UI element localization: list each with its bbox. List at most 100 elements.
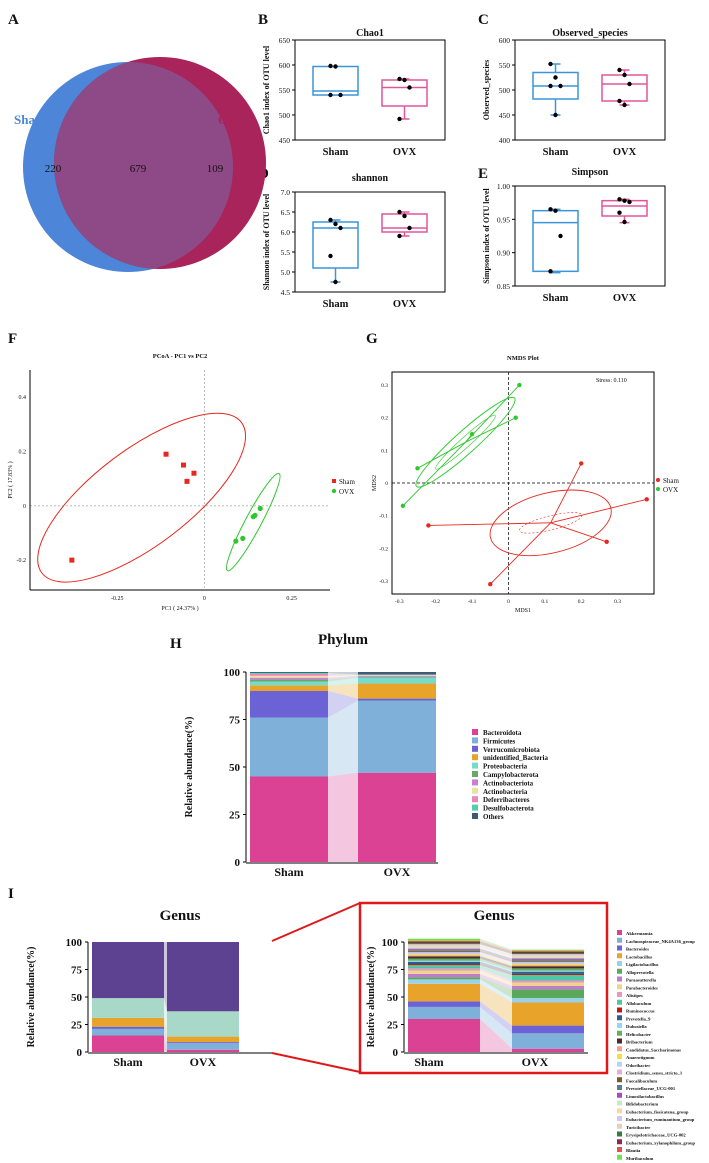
bar-sham (408, 943, 480, 945)
panel-label-h: H (170, 636, 182, 652)
data-point (333, 279, 338, 285)
legend-swatch-actinobacteriota (472, 779, 478, 786)
zoom-box (358, 901, 609, 1075)
y-tick-label: 50 (71, 992, 83, 1004)
segment-limosilactobacillus (408, 948, 584, 960)
x-tick-label: 0 (507, 599, 510, 605)
segment-others (92, 942, 239, 1012)
legend-label-allobaculum: Allobaculum (626, 1001, 651, 1006)
data-point (622, 198, 627, 203)
flow-band (328, 675, 358, 678)
spider-line (550, 498, 647, 524)
bar-ovx (512, 958, 584, 960)
legend-label-proteobacteria: Proteobacteria (483, 763, 528, 771)
bar-ovx (512, 966, 584, 969)
y-tick-label: 0 (77, 1047, 83, 1059)
segment-ligilactobacillus (408, 979, 584, 1003)
bar-ovx (167, 1011, 239, 1037)
x-tick-label: OVX (522, 1055, 549, 1069)
segment-akkermansia (408, 1019, 584, 1052)
segment-candidatus-saccharimonas (408, 955, 584, 967)
flow-band (480, 940, 512, 952)
y-tick-label: 6.5 (281, 208, 291, 217)
box-sham (532, 61, 579, 118)
bar-sham (408, 938, 480, 941)
data-point (558, 83, 563, 89)
flow-band (480, 958, 512, 971)
chart-title-left: Genus (160, 908, 201, 924)
plot-frame (294, 191, 446, 293)
segment-verrucomicrobiota (250, 691, 436, 718)
legend-swatch-akkermansia (617, 930, 622, 935)
segment-lactobacillus (408, 983, 584, 1026)
flow-band (480, 965, 512, 981)
x-axis-label: PC1 ( 24.37% ) (161, 605, 198, 612)
segment-muribaculum (408, 938, 584, 951)
bar-sham (408, 979, 480, 984)
bar-ovx (512, 964, 584, 966)
bar-sham (408, 958, 480, 961)
legend-swatch-prevotella-9 (617, 1015, 622, 1021)
y-tick-label: 550 (499, 61, 511, 70)
data-point (617, 197, 622, 202)
series-sham (37, 412, 247, 583)
bar-ovx (512, 1002, 584, 1026)
x-tick-label: OVX (393, 299, 417, 310)
y-tick-label: 25 (71, 1020, 83, 1032)
box-sham (312, 63, 359, 98)
x-tick-label: OVX (393, 147, 417, 158)
y-tick-label: 0.85 (497, 282, 510, 291)
y-tick-label: -0.1 (379, 514, 388, 520)
legend-swatch-erysipelotrichaceae-ucg-002 (617, 1131, 622, 1137)
data-point (627, 81, 632, 87)
box-iqr (381, 79, 428, 107)
y-axis-label: Chao1 index of OTU level (262, 45, 271, 134)
flow-band (328, 676, 358, 682)
bar-sham (408, 965, 480, 969)
bar-ovx (512, 956, 584, 958)
data-point (558, 233, 563, 239)
segment-odoribacter (408, 953, 584, 964)
data-point (191, 470, 197, 476)
data-point (338, 92, 343, 98)
venn-value-shared: 679 (130, 163, 147, 175)
y-tick-label: 100 (224, 667, 241, 679)
y-tick-label: 0 (23, 504, 26, 510)
data-point (240, 535, 246, 541)
bar-ovx (512, 989, 584, 999)
legend-swatch-bribacterium (617, 1038, 622, 1044)
flow-band (480, 943, 512, 955)
data-point (622, 219, 627, 225)
data-point (415, 466, 420, 471)
y-tick-label: 400 (499, 136, 511, 145)
bar-sham (250, 672, 328, 673)
y-tick-label: 5.5 (281, 248, 291, 257)
bar-ovx (167, 1042, 239, 1044)
bar-ovx (512, 970, 584, 972)
box-ovx (381, 209, 428, 239)
panel-label-g: G (366, 331, 378, 347)
x-tick-label: 0.3 (614, 599, 621, 605)
legend-swatch-parabacteroides (617, 984, 622, 990)
flow-band (328, 683, 358, 699)
flow-band (480, 960, 512, 972)
spider-line (402, 441, 466, 507)
legend-label-paraasutterella: Paraasutterella (626, 978, 657, 983)
flow-band (480, 945, 512, 957)
data-point (402, 77, 407, 83)
x-tick-label: 0.1 (541, 599, 548, 605)
y-tick-label: 650 (279, 36, 291, 45)
segment-deferribacteres (250, 673, 436, 676)
bar-sham (250, 679, 328, 682)
y-tick-label: 5.0 (281, 268, 291, 277)
legend-label-eubacterium-ruminantium-group: Eubacterium_ruminantium_group (626, 1117, 695, 1122)
flow-band (480, 983, 512, 1026)
y-axis-label: Simpson index of OTU level (482, 187, 491, 283)
y-tick-label: 600 (499, 36, 511, 45)
y-tick-label: 0 (393, 1047, 399, 1059)
bar-ovx (358, 672, 436, 675)
legend-label-alloprevotella: Alloprevotella (626, 970, 654, 975)
flow-band (480, 951, 512, 963)
y-tick-label: 550 (279, 86, 291, 95)
